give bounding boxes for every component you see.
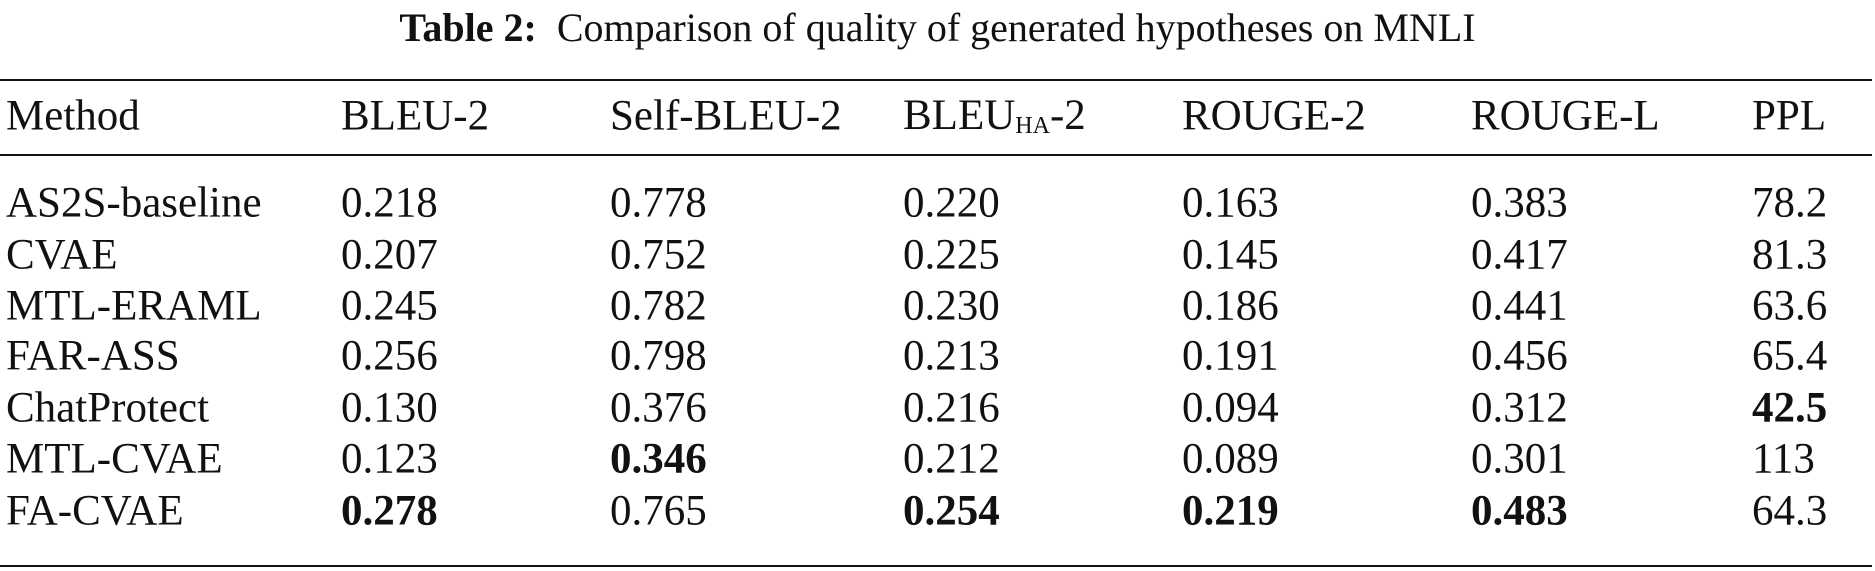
value-cell: 0.278 xyxy=(341,490,438,533)
value-cell-text: 0.219 xyxy=(1182,487,1279,535)
value-cell: 78.2 xyxy=(1752,179,1828,227)
value-cell-text: 0.278 xyxy=(341,487,438,535)
header-cell-sub: HA xyxy=(1015,113,1050,139)
value-cell: 0.163 xyxy=(1182,179,1279,227)
value-cell: 0.212 xyxy=(903,435,1000,483)
value-cell: 0.186 xyxy=(1182,282,1279,330)
value-cell: 0.225 xyxy=(903,231,1000,279)
value-cell: 113 xyxy=(1752,435,1815,483)
header-cell: PPL xyxy=(1752,92,1827,140)
value-cell: 0.254 xyxy=(903,490,1000,533)
value-cell: 0.216 xyxy=(903,384,1000,432)
value-cell-text: 0.346 xyxy=(610,435,707,483)
header-cell: BLEU-2 xyxy=(341,92,490,140)
value-cell: 0.191 xyxy=(1182,332,1279,380)
value-cell: 0.207 xyxy=(341,231,438,279)
header-cell: Method xyxy=(6,92,140,140)
value-cell: 0.218 xyxy=(341,179,438,227)
value-cell: 0.752 xyxy=(610,231,707,279)
caption-text: Comparison of quality of generated hypot… xyxy=(556,5,1476,50)
value-cell: 0.301 xyxy=(1471,435,1568,483)
header-cell: ROUGE-L xyxy=(1471,92,1660,140)
value-cell-text: 0.254 xyxy=(903,487,1000,535)
value-cell: 0.441 xyxy=(1471,282,1568,330)
method-cell: AS2S-baseline xyxy=(6,179,262,227)
method-cell: MTL-ERAML xyxy=(6,282,262,330)
value-cell: 0.456 xyxy=(1471,332,1568,380)
value-cell: 0.798 xyxy=(610,332,707,380)
value-cell: 0.145 xyxy=(1182,231,1279,279)
method-cell: CVAE xyxy=(6,231,118,279)
value-cell: 0.230 xyxy=(903,282,1000,330)
value-cell: 0.782 xyxy=(610,282,707,330)
value-cell: 0.256 xyxy=(341,332,438,380)
value-cell: 0.346 xyxy=(610,438,707,481)
header-cell-text: BLEU xyxy=(903,92,1016,139)
value-cell: 81.3 xyxy=(1752,231,1828,279)
value-cell: 63.6 xyxy=(1752,282,1828,330)
value-cell: 0.483 xyxy=(1471,490,1568,533)
value-cell: 0.312 xyxy=(1471,384,1568,432)
value-cell: 0.245 xyxy=(341,282,438,330)
top-rule xyxy=(0,79,1872,81)
value-cell: 0.123 xyxy=(341,435,438,483)
method-cell: ChatProtect xyxy=(6,384,210,432)
value-cell: 0.383 xyxy=(1471,179,1568,227)
value-cell-text: 0.483 xyxy=(1471,487,1568,535)
mid-rule xyxy=(0,154,1872,156)
value-cell-text: 42.5 xyxy=(1752,384,1828,432)
value-cell: 65.4 xyxy=(1752,332,1828,380)
value-cell: 0.376 xyxy=(610,384,707,432)
caption: Table 2: Comparison of quality of genera… xyxy=(0,4,1875,51)
caption-label: Table 2: xyxy=(399,5,537,50)
value-cell: 0.130 xyxy=(341,384,438,432)
method-cell: MTL-CVAE xyxy=(6,435,223,483)
value-cell: 64.3 xyxy=(1752,487,1828,535)
header-cell: Self-BLEU-2 xyxy=(610,92,842,140)
method-cell: FA-CVAE xyxy=(6,487,184,535)
value-cell: 0.089 xyxy=(1182,435,1279,483)
value-cell: 0.778 xyxy=(610,179,707,227)
header-cell: ROUGE-2 xyxy=(1182,92,1366,140)
value-cell: 0.765 xyxy=(610,487,707,535)
value-cell: 0.213 xyxy=(903,332,1000,380)
header-cell-suffix: -2 xyxy=(1049,92,1086,139)
value-cell: 0.219 xyxy=(1182,490,1279,533)
value-cell: 42.5 xyxy=(1752,387,1827,430)
value-cell: 0.220 xyxy=(903,179,1000,227)
header-cell: BLEUHA-2 xyxy=(903,94,1086,138)
value-cell: 0.417 xyxy=(1471,231,1568,279)
value-cell: 0.094 xyxy=(1182,384,1279,432)
bottom-rule xyxy=(0,565,1872,567)
method-cell: FAR-ASS xyxy=(6,332,180,380)
